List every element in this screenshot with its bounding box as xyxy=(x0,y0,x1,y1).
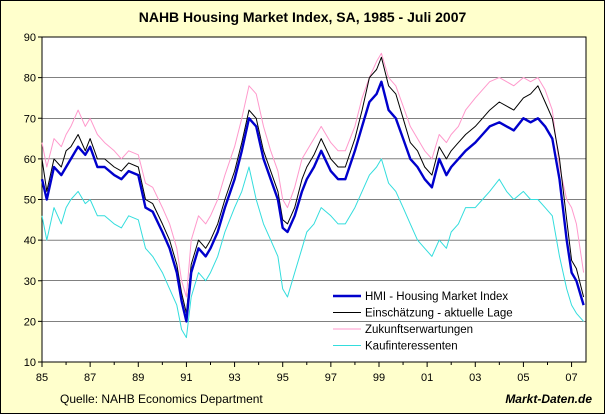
series-lines xyxy=(40,52,585,339)
y-tick-label-70: 70 xyxy=(24,113,36,125)
series-line-3 xyxy=(41,158,584,339)
y-tick-label-90: 90 xyxy=(24,32,36,44)
source-note: Quelle: NAHB Economics Department xyxy=(60,392,263,406)
y-tick-label-10: 10 xyxy=(24,357,36,369)
grid xyxy=(42,77,586,322)
x-tick-label-95: 95 xyxy=(277,372,289,384)
legend-label-0: HMI - Housing Market Index xyxy=(365,291,508,303)
x-tick-label-91: 91 xyxy=(180,372,192,384)
y-tick-label-60: 60 xyxy=(24,154,36,166)
chart-title: NAHB Housing Market Index, SA, 1985 - Ju… xyxy=(138,9,467,25)
y-tick-label-50: 50 xyxy=(24,195,36,207)
x-tick-label-07: 07 xyxy=(565,372,577,384)
x-tick-label-93: 93 xyxy=(228,372,240,384)
brand-label: Markt-Daten.de xyxy=(505,392,592,406)
x-tick-label-87: 87 xyxy=(84,372,96,384)
x-tick-label-01: 01 xyxy=(421,372,433,384)
x-tick-label-03: 03 xyxy=(469,372,481,384)
x-axis: 85 87 89 91 93 95 97 99 01 03 05 07 xyxy=(36,362,578,384)
y-axis: 10 20 30 40 50 60 70 80 90 xyxy=(24,32,42,369)
y-tick-label-30: 30 xyxy=(24,276,36,288)
x-tick-label-05: 05 xyxy=(517,372,529,384)
legend-label-3: Kaufinteressenten xyxy=(365,341,458,353)
legend-label-2: Zukunftserwartungen xyxy=(365,324,473,336)
y-tick-label-20: 20 xyxy=(24,316,36,328)
legend: HMI - Housing Market Index Einschätzung -… xyxy=(333,291,513,353)
y-tick-label-80: 80 xyxy=(24,73,36,85)
x-tick-label-99: 99 xyxy=(373,372,385,384)
x-tick-label-97: 97 xyxy=(325,372,337,384)
x-tick-label-89: 89 xyxy=(132,372,144,384)
x-tick-label-85: 85 xyxy=(36,372,48,384)
y-tick-label-40: 40 xyxy=(24,235,36,247)
series-line-2 xyxy=(41,52,585,298)
series-line-1 xyxy=(41,56,585,314)
series-line-0 xyxy=(40,80,585,323)
legend-label-1: Einschätzung - aktuelle Lage xyxy=(365,308,513,320)
